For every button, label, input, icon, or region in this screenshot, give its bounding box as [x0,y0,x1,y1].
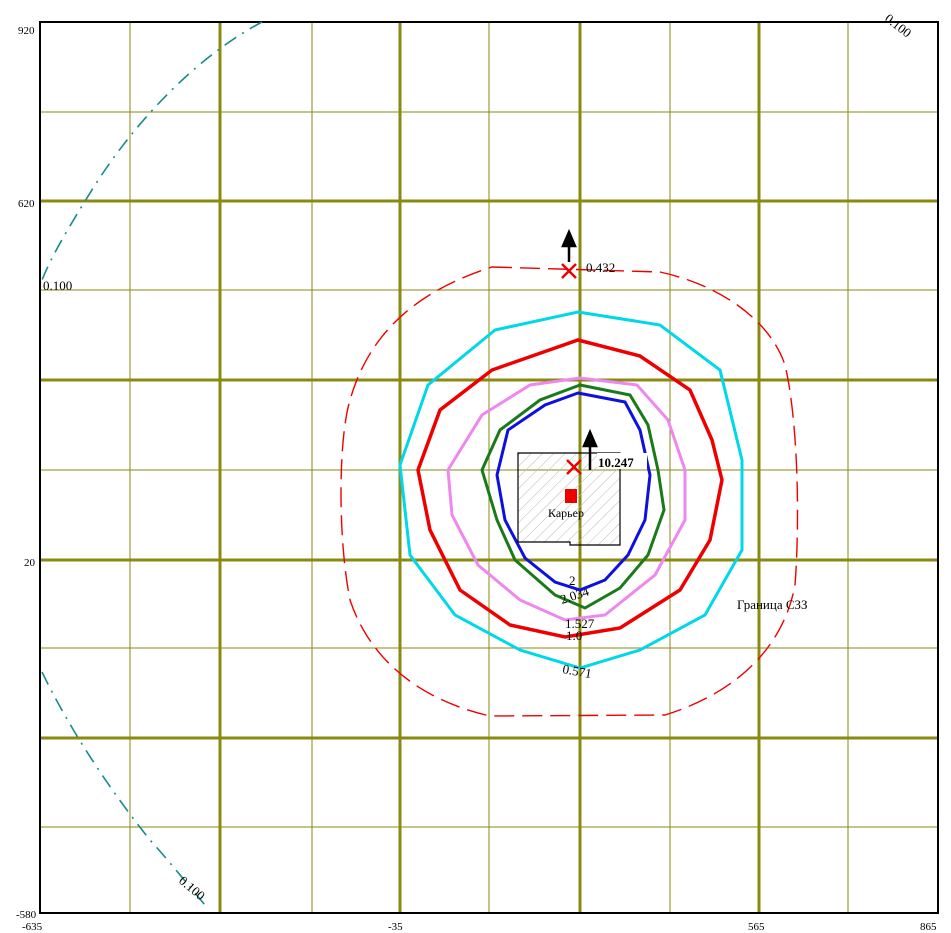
y-axis-ticks: 920 620 20 -580 [16,25,37,921]
iso-label-0571: 0.571 [561,661,592,681]
top-value-label: 0.432 [586,260,615,275]
y-tick-20: 20 [24,557,36,569]
isoline-2034 [480,383,666,610]
y-tick-620: 620 [18,198,35,210]
isoline-1-0 [416,338,724,639]
x-tick-565: 565 [748,921,765,933]
wind-arrow-top-icon [561,228,577,262]
source-label: Карьер [548,506,584,520]
x-axis-ticks: -635 -35 565 865 [22,921,937,933]
isoline-2 [495,391,652,592]
y-tick--580: -580 [16,909,37,921]
isoline-1527 [446,376,687,622]
isoline-0100 [41,21,263,906]
map-frame [39,21,939,914]
iso-label-2: 2 [569,573,576,588]
iso-label-0100-topright: 0.100 [882,11,914,41]
center-value-label: 10.247 [598,455,634,470]
isoline-0571 [398,310,744,670]
boundary-label: Граница СЗЗ [737,597,808,612]
iso-label-1527: 1.527 [565,616,595,631]
center-value-bg [597,453,647,469]
iso-label-0100-left: 0.100 [43,278,72,293]
x-tick-865: 865 [920,921,937,933]
wind-arrow-center-icon [582,428,598,470]
max-point-top [561,263,577,279]
source-marker [565,489,577,503]
x-tick--35: -35 [388,921,403,933]
grid [40,22,938,913]
y-tick-920: 920 [18,25,35,37]
iso-label-0100-bottomleft: 0.100 [176,873,208,903]
max-point-center [566,459,582,475]
x-tick--635: -635 [22,921,43,933]
iso-label-1-0: 1.0 [566,628,582,643]
